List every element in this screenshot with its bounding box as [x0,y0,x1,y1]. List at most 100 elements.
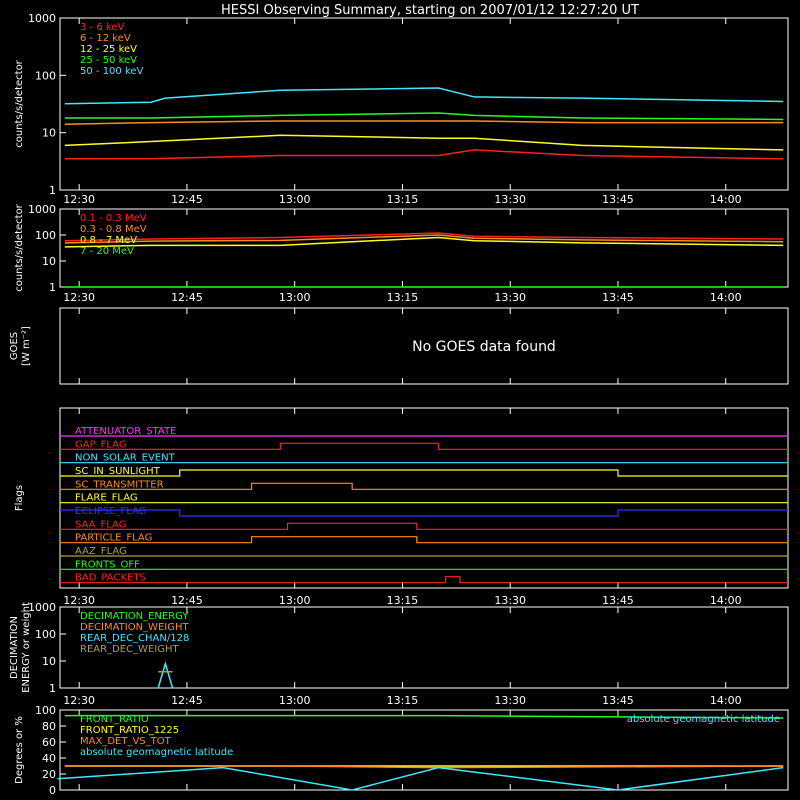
x-tick-label: 13:30 [494,193,526,206]
legend-entry: 50 - 100 keV [80,66,144,77]
flag-label: PARTICLE_FLAG [75,533,152,544]
legend-entry: 0.8 - 7 MeV [80,235,137,246]
panel5-panel: 12:30 12:45 13:00 13:15 13:30 13:45 14:00 1 10 10… [9,601,789,707]
flag-label: NON_SOLAR_EVENT [75,453,176,464]
x-tick-label: 14:00 [710,694,742,707]
legend-entry: 6 - 12 keV [80,33,131,44]
series-line [64,234,784,244]
x-tick-label: 13:00 [279,193,311,206]
x-tick-label: 12:30 [63,193,95,206]
y-tick-label: 40 [42,752,56,765]
x-tick-label: 13:15 [387,594,419,607]
flag-label: FRONTS_OFF [75,559,140,570]
panel2-panel: 12:30 12:45 13:00 13:15 13:30 13:45 14:00 1 10 10… [14,203,789,304]
flag-line [60,469,788,477]
y-axis-label: Flags [14,485,25,511]
y-axis-label: GOES [9,332,20,360]
legend-entry: 0.3 - 0.8 MeV [80,224,147,235]
legend-entry: DECIMATION_ENERGY [80,611,189,622]
x-tick-label: 13:00 [279,291,311,304]
series-line [64,149,784,160]
flag-label: FLARE_FLAG [75,493,138,504]
panel-note: absolute geomagnetic latitude [627,714,780,725]
series-line [64,134,784,151]
legend-entry: MAX_DET_VS_TOT [80,736,172,747]
y-tick-label: 10 [42,655,56,668]
y-tick-label: 10 [42,255,56,268]
no-data-message: No GOES data found [412,339,556,355]
flag-line [60,482,788,490]
y-tick-label: 100 [35,628,56,641]
series-line [157,660,174,689]
x-tick-label: 13:15 [387,291,419,304]
y-tick-label: 1 [49,184,56,197]
panel2-frame [59,208,789,288]
x-tick-label: 12:30 [63,291,95,304]
flag-label: SC_IN_SUNLIGHT [75,466,161,477]
x-tick-label: 13:15 [387,193,419,206]
x-tick-label: 13:45 [602,594,634,607]
x-tick-label: 14:00 [710,291,742,304]
legend-entry: absolute geomagnetic latitude [80,747,233,758]
series-line [64,112,784,121]
legend-entry: DECIMATION_WEIGHT [80,622,189,633]
y-tick-label: 1000 [28,601,56,614]
flag-label: SC_TRANSMITTER [75,479,164,490]
y-tick-label: 20 [42,768,56,781]
y-tick-label: 1 [49,682,56,695]
y-tick-label: 10 [42,127,56,140]
x-tick-label: 12:45 [171,594,203,607]
x-tick-label: 14:00 [710,193,742,206]
panel6-panel: 0 20 40 60 80 100 Degrees or % FRONT_RATIOFRONT… [14,704,789,797]
y-tick-label: 100 [35,69,56,82]
x-tick-label: 13:45 [602,291,634,304]
y-axis-label: counts/s/detector [14,203,25,291]
y-axis-label: counts/s/detector [14,59,25,147]
y-axis-label-2: [W m⁻²] [21,326,32,366]
x-tick-label: 12:30 [63,594,95,607]
series-line [64,120,784,126]
y-axis-label: Degrees or % [14,716,25,784]
legend-entry: 12 - 25 keV [80,44,137,55]
panel4-frame [59,407,789,589]
x-tick-label: 13:30 [494,694,526,707]
flag-line [60,509,788,517]
flag-line [60,576,788,584]
x-tick-label: 12:45 [171,291,203,304]
x-tick-label: 13:00 [279,594,311,607]
y-tick-label: 0 [49,784,56,797]
x-tick-label: 13:30 [494,594,526,607]
legend-entry: FRONT_RATIO [80,714,149,725]
panel4-panel: 12:30 12:45 13:00 13:15 13:30 13:45 14:00 Flags… [14,407,789,607]
series-line [64,87,784,105]
series-line [64,765,784,769]
series-line [57,766,784,791]
series-line [64,714,784,719]
y-tick-label: 1000 [28,203,56,216]
x-tick-label: 13:30 [494,291,526,304]
y-tick-label: 100 [35,704,56,717]
x-tick-label: 12:30 [63,694,95,707]
y-axis-label: DECIMATION [9,616,20,679]
panel1-panel: 12:30 12:45 13:00 13:15 13:30 13:45 14:00 1 10 10… [14,12,789,206]
panel3-frame [59,307,789,385]
y-tick-label: 80 [42,720,56,733]
legend-entry: 0.1 - 0.3 MeV [80,213,147,224]
legend-entry: REAR_DEC_CHAN/128 [80,633,189,644]
x-tick-label: 13:45 [602,193,634,206]
series-line [64,232,784,242]
x-tick-label: 13:15 [387,694,419,707]
legend-entry: FRONT_RATIO_1225 [80,725,179,736]
y-tick-label: 1 [49,281,56,294]
legend-entry: 3 - 6 keV [80,22,124,33]
panel1-frame [59,17,789,191]
x-tick-label: 12:45 [171,193,203,206]
flag-label: BAD_PACKETS [75,573,146,584]
panel6-frame [59,709,789,791]
panel3-panel: GOES [W m⁻²] No GOES data found [9,307,789,385]
legend-entry: REAR_DEC_WEIGHT [80,644,179,655]
flag-label: ATTENUATOR_STATE [75,426,176,437]
series-line [64,236,784,248]
figure-title: HESSI Observing Summary, starting on 200… [221,3,639,18]
